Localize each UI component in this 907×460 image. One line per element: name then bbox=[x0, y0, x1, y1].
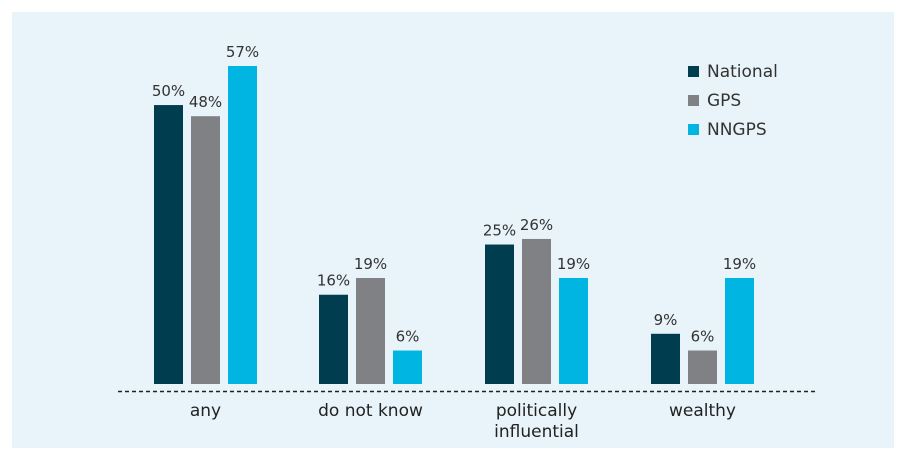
bar-gps-2 bbox=[522, 238, 551, 384]
value-labels-layer: 50%48%57%16%19%6%25% 26%19%9%6%19% bbox=[152, 43, 756, 346]
bar-national-2 bbox=[485, 244, 514, 384]
bar-nngps-1 bbox=[393, 350, 422, 384]
value-label-national-1: 16% bbox=[317, 272, 350, 290]
bar-nngps-2 bbox=[559, 278, 588, 384]
legend-swatch-national bbox=[688, 66, 699, 77]
bar-gps-3 bbox=[688, 350, 717, 384]
bar-nngps-3 bbox=[725, 278, 754, 384]
value-label-gps-0: 48% bbox=[189, 93, 222, 111]
legend: National GPS NNGPS bbox=[688, 62, 778, 140]
value-label-gps-3: 6% bbox=[691, 328, 715, 346]
legend-swatch-gps bbox=[688, 95, 699, 106]
value-label-gps-1: 19% bbox=[354, 255, 387, 273]
value-label-nngps-3: 19% bbox=[723, 255, 756, 273]
category-label-3-0: wealthy bbox=[669, 401, 736, 421]
bar-national-1 bbox=[319, 294, 348, 384]
category-label-2-0: politically bbox=[496, 401, 577, 421]
category-label-2-1: influential bbox=[494, 422, 579, 442]
legend-label-gps: GPS bbox=[707, 91, 741, 111]
bars-layer bbox=[154, 66, 754, 385]
category-label-1-0: do not know bbox=[318, 401, 423, 421]
legend-swatch-nngps bbox=[688, 124, 699, 135]
value-label-nngps-1: 6% bbox=[396, 328, 420, 346]
value-label-national-0: 50% bbox=[152, 82, 185, 100]
bar-national-0 bbox=[154, 105, 183, 384]
legend-label-nngps: NNGPS bbox=[707, 120, 767, 140]
value-label-gps-2: 26% bbox=[520, 216, 553, 234]
bar-nngps-0 bbox=[228, 66, 257, 384]
bar-national-3 bbox=[651, 333, 680, 384]
bar-gps-1 bbox=[356, 278, 385, 384]
value-label-national-3: 9% bbox=[654, 311, 678, 329]
value-label-national-2: 25% bbox=[483, 222, 516, 240]
category-label-0-0: any bbox=[190, 401, 221, 421]
legend-label-national: National bbox=[707, 62, 778, 82]
value-label-nngps-2: 19% bbox=[557, 255, 590, 273]
bar-gps-0 bbox=[191, 116, 220, 385]
value-label-nngps-0: 57% bbox=[226, 43, 259, 61]
